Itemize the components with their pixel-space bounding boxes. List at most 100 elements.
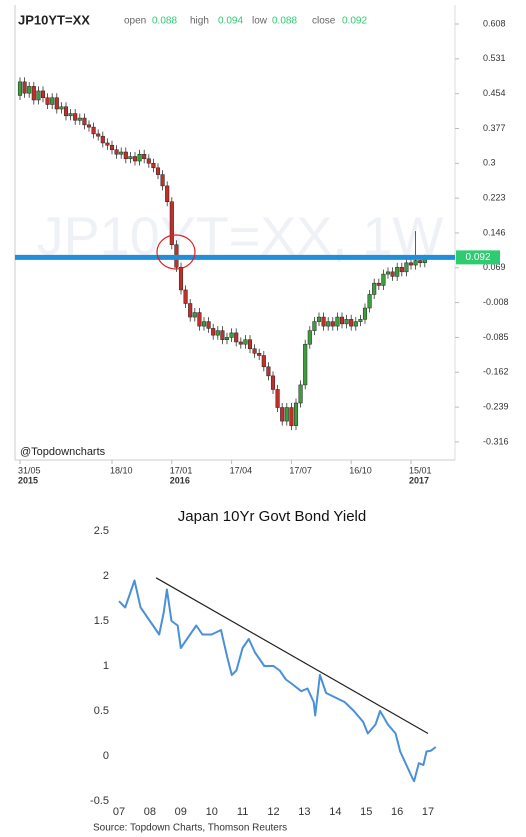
candle-body [275,389,280,408]
candle-body [27,86,32,94]
candle-body [123,151,128,160]
candle-body [50,97,55,105]
candle-body [155,167,161,175]
candle-body [353,321,358,327]
y-tick-label: -0.162 [483,367,509,377]
y-tick-label: 0.454 [483,88,506,98]
line-chart: Japan 10Yr Govt Bond Yield -0.5 0 0.5 1 1.5 2 2… [90,508,437,834]
candle-body [220,330,225,340]
candle-body [169,201,174,245]
candle-body [390,271,395,277]
candle-body [404,262,409,273]
candle-body [96,133,101,137]
x-tick-year: 2017 [409,475,429,485]
ohlc-value: 0.088 [272,16,297,27]
candle-body [270,375,276,390]
candle-body [165,185,170,202]
candle-body [100,135,105,144]
candle-body [59,106,64,110]
y-tick-label: -0.085 [483,332,509,342]
candle-body [91,126,96,135]
candle-body [284,407,289,422]
candle-body [413,260,418,266]
y-tick-label: -0.5 [90,795,109,807]
candle-body [63,106,69,117]
candle-body [321,316,326,327]
candle-body [68,113,73,117]
candle-body [86,124,92,128]
ohlc-label: low [252,16,268,27]
candle-body [188,303,193,318]
candle-body [243,339,248,345]
candle-body [418,260,423,264]
candle-body [215,330,220,336]
y-tick-label: 2.5 [94,525,109,537]
x-tick-label: 13 [298,806,310,818]
candle-body [105,142,110,146]
y-tick-label: 1.5 [94,615,109,627]
x-tick-label: 08 [144,806,156,818]
x-tick-label: 14 [329,806,341,818]
candle-body [358,319,363,322]
candle-body [132,156,138,162]
candle-body [40,90,46,98]
x-tick-label: 07 [113,806,125,818]
x-tick-label: 17/04 [230,465,253,475]
candle-chart: JP10YT=XX, 1W0.6080.5310.4540.3770.30.22… [15,12,509,485]
x-tick-label: 17/01 [170,465,193,475]
x-tick-label: 16/10 [349,465,372,475]
y-tick-label: 0.5 [94,705,109,717]
candle-body [367,294,372,309]
candle-body [298,384,303,404]
candle-body [257,353,262,356]
candle-body [395,267,400,277]
y-tick-label: -0.316 [483,436,509,446]
candle-body [362,307,368,320]
candle-body [197,312,202,327]
candle-body [137,154,142,162]
candle-body [289,407,294,426]
candle-body [349,319,354,327]
candle-body [266,366,271,377]
y-tick-label: 0 [103,750,109,762]
y-tick-label: 1 [103,660,109,672]
trend-line [155,577,429,735]
candle-body [335,316,340,327]
x-tick-year: 2015 [18,475,38,485]
x-tick-label: 31/05 [18,465,41,475]
candle-body [303,343,308,386]
y-tick-label: 0.608 [483,18,506,28]
y-tick-label: 2 [103,570,109,582]
candle-body [381,273,386,286]
x-tick-year: 2016 [170,475,190,485]
x-tick-label: 18/10 [110,465,133,475]
candle-body [293,402,299,426]
candle-body [22,81,27,94]
candle-body [82,117,87,126]
ohlc-label: high [190,16,209,27]
ohlc-label: close [312,16,336,27]
candle-body [206,321,211,329]
x-tick-label: 12 [267,806,279,818]
candle-body [408,262,414,266]
candle-body [307,330,312,345]
candle-body [36,90,41,101]
candle-body [77,117,82,121]
candle-body [229,332,234,338]
candle-body [31,86,36,101]
ohlc-value: 0.088 [152,16,177,27]
ohlc-value: 0.092 [342,16,367,27]
ohlc-value: 0.094 [218,16,243,27]
candle-body [142,154,147,160]
last-value-tag [456,250,500,265]
candle-body [224,337,230,340]
candle-body [45,97,50,105]
x-tick-label: 15 [360,806,372,818]
candle-body [326,321,331,327]
y-tick-label: -0.008 [483,297,509,307]
ohlc-label: open [124,16,146,27]
candle-body [146,158,151,164]
